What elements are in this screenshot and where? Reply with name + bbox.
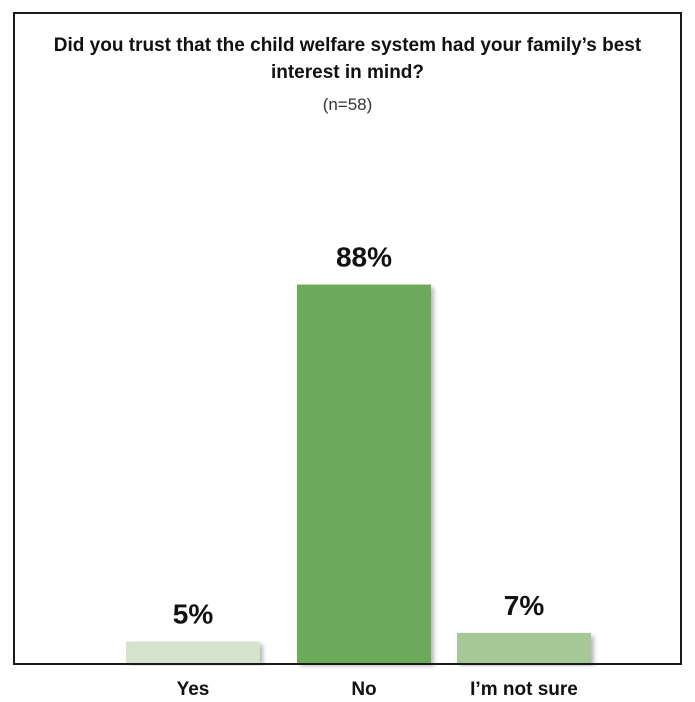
chart-frame [13,12,682,664]
data-label-0: 5% [173,599,214,630]
x-axis-baseline [13,663,682,665]
category-label-1: No [351,679,376,700]
bar-2 [457,632,591,663]
data-label-1: 88% [336,242,392,273]
chart-title: Did you trust that the child welfare sys… [53,35,642,83]
data-label-2: 7% [504,590,545,621]
bar-0 [126,641,260,663]
bar-1 [297,284,431,663]
chart-subtitle: (n=58) [322,95,373,114]
category-label-0: Yes [177,679,210,700]
category-label-2: I’m not sure [470,679,578,700]
